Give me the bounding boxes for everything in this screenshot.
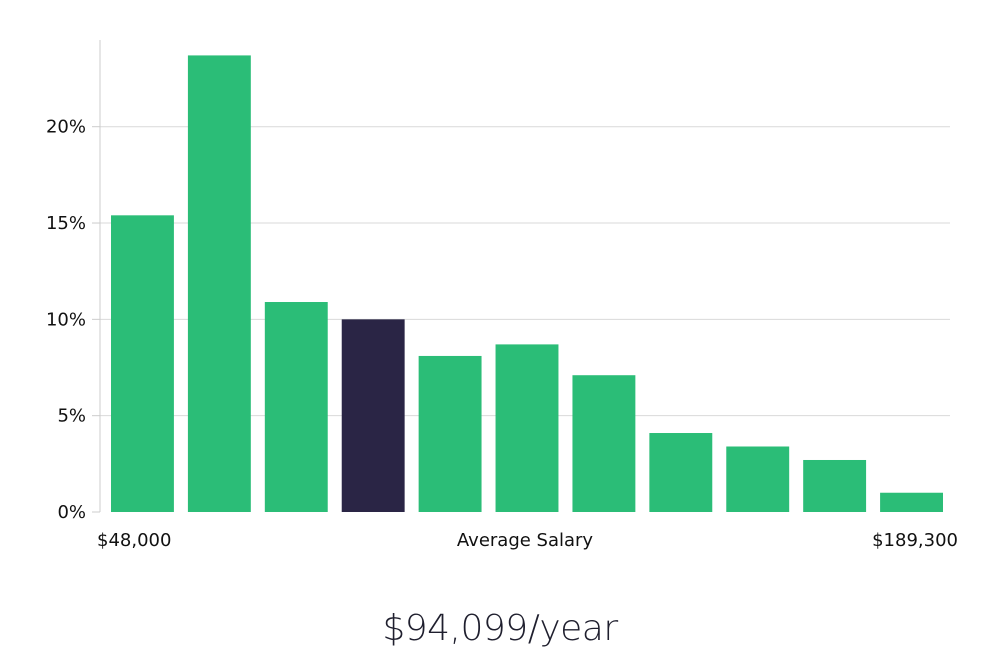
bar: [495, 344, 559, 512]
y-tick-label: 5%: [57, 406, 86, 427]
bar-highlighted: [341, 319, 405, 512]
bars: [111, 55, 943, 513]
x-axis-max-label: $189,300: [872, 530, 958, 551]
bar: [187, 55, 251, 513]
x-axis-min-label: $48,000: [97, 530, 172, 551]
y-axis-ticks: 0% 5% 10% 15% 20%: [46, 117, 100, 523]
bar: [803, 459, 867, 512]
bar: [111, 215, 174, 513]
bar: [726, 446, 790, 512]
y-tick-label: 20%: [46, 117, 86, 138]
chart-canvas: 0% 5% 10% 15% 20%: [46, 40, 950, 523]
y-tick-label: 10%: [46, 309, 86, 330]
y-tick-label: 0%: [57, 502, 86, 523]
bar: [264, 302, 328, 512]
average-salary-value: $94,099/year: [382, 608, 618, 649]
bar: [880, 492, 943, 512]
y-tick-label: 15%: [46, 213, 86, 234]
bar: [572, 375, 636, 512]
bar: [418, 355, 482, 512]
x-axis-title: Average Salary: [456, 530, 594, 551]
bar: [649, 433, 713, 512]
